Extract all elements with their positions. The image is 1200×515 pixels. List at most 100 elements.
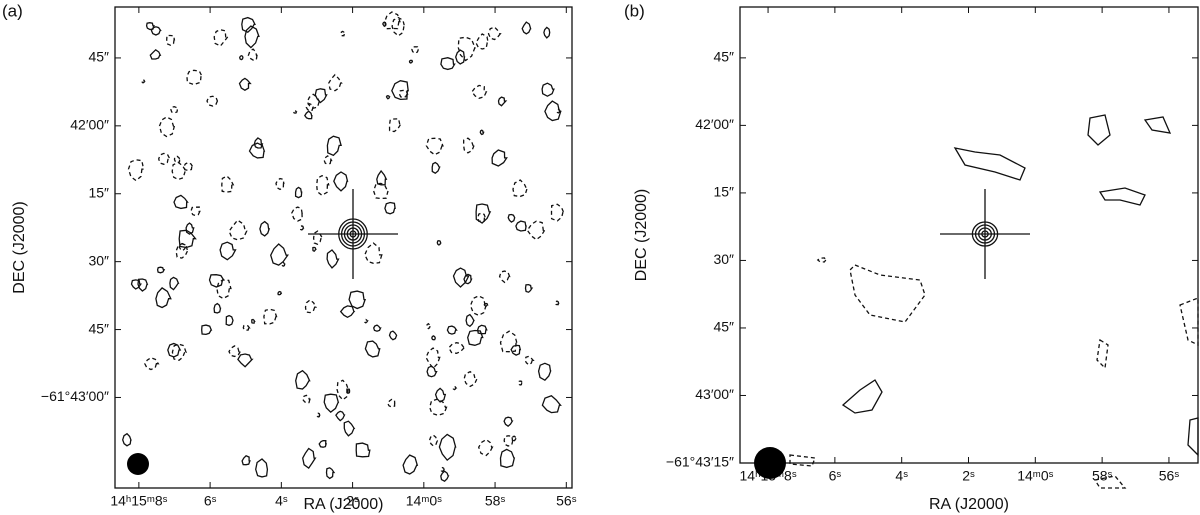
contour [499,448,516,469]
contour [294,186,303,199]
contour [270,243,289,266]
y-tick-label: 45″ [88,49,109,65]
contour [316,412,321,418]
y-tick-label: 45″ [713,319,734,335]
contour [436,240,442,246]
contour [408,59,414,64]
contour [166,34,176,46]
contour [326,135,342,157]
contour [541,395,562,414]
contour [251,318,256,324]
contour [318,440,327,448]
contour [1087,114,1111,146]
contour [173,194,189,210]
contour [304,110,313,120]
contour [306,93,321,109]
contour [479,129,485,136]
contour [127,159,145,182]
contour [248,142,266,159]
contour [1096,338,1109,370]
contour [543,26,551,39]
contour [463,273,473,285]
contour [471,84,488,100]
contour [434,387,447,403]
contour [239,54,244,61]
contour [183,161,194,172]
contour [363,318,369,324]
contour [348,290,367,310]
contour [275,177,285,191]
x-tick-label: 56ˢ [1159,468,1180,484]
contour [440,57,456,71]
y-tick-label: 45″ [713,49,734,65]
contour [382,21,387,28]
contour [475,33,489,50]
contour [137,278,149,292]
contour [219,241,237,261]
contour [1179,297,1199,347]
panel-label: (b) [624,1,645,20]
contour [216,279,232,300]
y-tick-label: 42′00″ [70,117,109,133]
contour [544,100,562,122]
contour [325,467,336,480]
y-tick-label: 43′00″ [695,386,734,402]
contour [550,203,565,222]
contour [1093,475,1127,489]
contour [440,470,450,482]
contour [323,155,333,165]
contour [213,302,222,314]
contour [208,274,225,288]
contour [364,340,381,358]
contour [145,22,155,31]
contour [512,435,518,442]
contour [841,379,883,414]
contour [171,161,188,181]
contour [446,325,458,335]
contour [242,324,251,331]
contour [335,410,346,422]
contour [299,225,305,231]
x-tick-label: 2ˢ [962,468,975,484]
contour [1098,187,1146,206]
plot-frame [739,6,1199,464]
contour [503,435,514,447]
contour [425,322,432,330]
contour [483,302,489,308]
contour [391,80,409,101]
contour [364,242,383,264]
contour [171,343,187,362]
contour [517,380,523,386]
contour [510,344,522,356]
x-tick-label: 14ʰ15ᵐ8ˢ [110,493,167,509]
y-tick-label: −61°43′00″ [41,388,109,404]
contour [206,95,219,107]
contour [391,16,406,37]
contour [228,345,242,358]
contour [498,270,511,284]
contour [228,219,248,241]
contours [122,11,565,482]
contour [346,388,351,394]
contour [238,77,252,91]
contour [376,169,388,186]
contour [336,379,350,401]
contour [290,206,303,222]
panel-label: (a) [2,1,23,20]
contour [144,356,160,371]
contour [429,398,448,416]
contour [237,353,254,368]
contour [469,295,488,317]
contour [292,110,298,114]
x-tick-label: 4ˢ [895,468,908,484]
contour [402,454,419,475]
contour [255,458,269,478]
contour [452,385,458,391]
contour [1187,417,1199,457]
y-axis-label: DEC (J2000) [633,189,650,281]
x-tick-label: 14ᵐ0ˢ [1017,468,1053,484]
contour [372,182,389,200]
contour [140,78,146,84]
y-tick-label: −61°43′15″ [666,454,734,470]
